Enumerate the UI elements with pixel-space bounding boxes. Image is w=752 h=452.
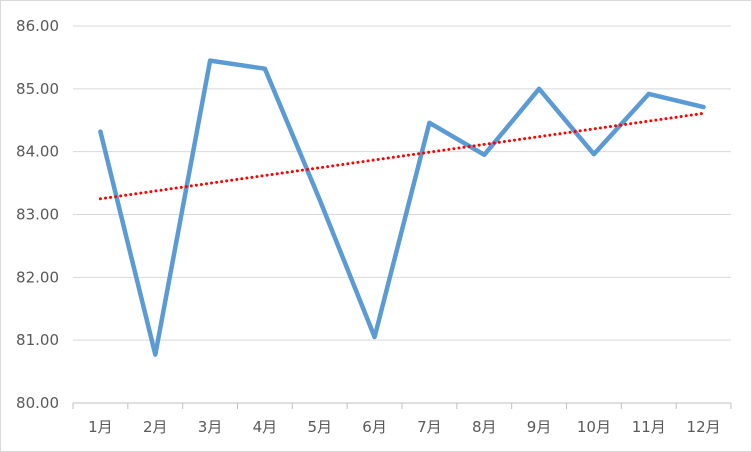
data-point: [98, 130, 102, 134]
data-point: [482, 153, 486, 157]
x-tick-label: 4月: [253, 418, 278, 436]
x-tick-label: 1月: [88, 418, 113, 436]
y-tick-label: 84.00: [16, 143, 59, 161]
data-point: [702, 105, 706, 109]
x-tick-label: 12月: [687, 418, 721, 436]
x-axis-labels: 1月 2月 3月 4月 5月 6月 7月 8月 9月 10月 11月 12月: [88, 418, 720, 436]
y-tick-label: 81.00: [16, 331, 59, 349]
data-point: [318, 198, 322, 202]
trendline-layer: [98, 111, 706, 201]
series-line: [98, 58, 706, 357]
data-point: [373, 335, 377, 339]
x-tick-label: 9月: [527, 418, 552, 436]
data-point: [263, 67, 267, 71]
data-point: [153, 353, 157, 357]
data-point: [592, 152, 596, 156]
y-tick-label: 85.00: [16, 80, 59, 98]
x-tick-label: 10月: [577, 418, 611, 436]
data-point: [537, 87, 541, 91]
data-point: [427, 121, 431, 125]
x-tick-label: 3月: [198, 418, 223, 436]
x-tick-label: 11月: [632, 418, 666, 436]
trendline: [98, 111, 706, 201]
y-axis-labels: 80.00 81.00 82.00 83.00 84.00 85.00 86.00: [16, 17, 59, 412]
x-tick-label: 5月: [307, 418, 332, 436]
y-gridlines: [73, 25, 731, 341]
y-tick-label: 82.00: [16, 268, 59, 286]
y-tick-label: 86.00: [16, 17, 59, 35]
data-point: [208, 59, 212, 63]
x-tick-label: 8月: [472, 418, 497, 436]
y-tick-label: 83.00: [16, 206, 59, 224]
x-tick-label: 2月: [143, 418, 168, 436]
data-point: [647, 92, 651, 96]
y-tick-label: 80.00: [16, 394, 59, 412]
x-tick-label: 6月: [362, 418, 387, 436]
x-axis: [72, 402, 732, 409]
x-tick-label: 7月: [417, 418, 442, 436]
series-layer: [98, 58, 706, 357]
